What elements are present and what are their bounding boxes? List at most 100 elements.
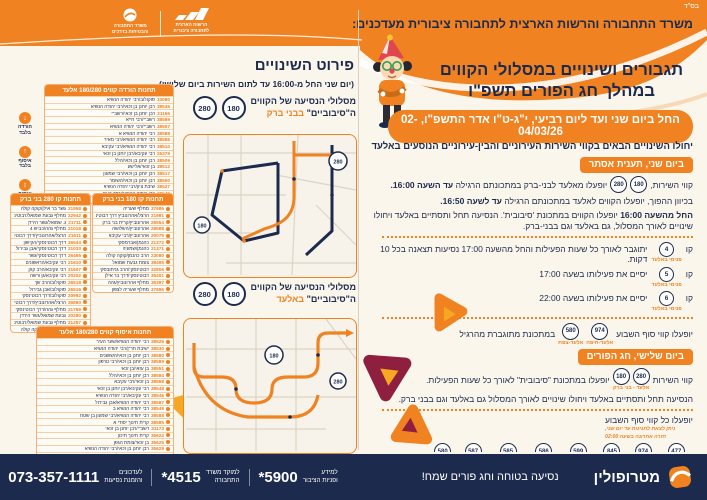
pickup-dropoff-icon (19, 179, 31, 191)
line-number-badge: 180 (221, 96, 246, 120)
table-row: 37696 מחלף שעריה לצפון (93, 285, 173, 292)
stop-type-icon (166, 220, 170, 225)
page-divider (358, 10, 359, 450)
stop-name: רבי יהודה הנשיא/רבי שמעון בן שטח (79, 412, 149, 418)
stop-code: 38525 (150, 339, 164, 345)
tuesday-paragraph-2: הנסיעה תחל ותסתיים באלעד ויחולו שינויים … (398, 394, 693, 405)
monday-paragraph-1b: בכיוון ההפוך, יופעלו הקווים לאלעד במתכונ… (440, 196, 693, 206)
table-row: 38527 שיבת ציון/רבי יהודה הנשיא (45, 182, 173, 190)
line-number-badge: 280 (192, 282, 217, 306)
tuesday-weekend-lines: יופעלו כל קווי סוף השבוע ניתן לצאת לחגיג… (366, 415, 693, 452)
stop-type-icon (166, 426, 170, 431)
stop-code: 38589 (156, 117, 170, 123)
footer-brand-area: מטרופולין נסיעה בטוחה וחג פורים שמח! (346, 454, 707, 500)
table-row: 21958 גשר בר אילן/קוקה קולה (11, 205, 90, 212)
stop-name: אהרונוביץ/השלושה (112, 226, 149, 232)
stop-type-icon (83, 240, 87, 245)
table-row: 21611 הרצל/אהרונוביץ/דרך ז'בוטינסקי (11, 231, 90, 239)
stop-name: בן עזאי/בן זכאי (120, 366, 149, 372)
stop-code: 21610 (67, 259, 81, 265)
stop-name: גשר בר אילן/קוקה קולה (20, 206, 66, 212)
stop-type-icon (166, 366, 170, 371)
page-title: תגבורים ושינויים במסלולי הקווים במהלך חג… (439, 61, 684, 100)
stop-code: 26516 (67, 286, 81, 292)
line-area-tag: פנימי באלעד (651, 257, 682, 264)
table-row: 23080 הרב כהנמן/קוקה קולה (93, 251, 173, 259)
rashut-logo: הרשות הארצית לתחבורה ציבורית (173, 8, 210, 33)
table-row: 31173 רשב"י/רבן יוחנן בן זכאי (37, 424, 173, 432)
table-row: 26516 סוקולוב/אבן גבירול (11, 285, 90, 292)
stop-name: דרך ז'בוטינסקי/אבן גבירול (15, 246, 66, 252)
weekend-badges: 477 אלעד-ירושלים 974 אלעד-חיפה 845 אלעד-… (430, 443, 693, 452)
stop-type-icon (166, 373, 170, 378)
stop-code: 35629 (150, 446, 164, 452)
stop-name: מחלף גבעת שמואל/ז'בוטינסקי (14, 320, 66, 326)
stop-code: 26554 (150, 219, 164, 225)
table-row: 37686 מחלף שעריה (93, 205, 173, 212)
stop-type-legend: הורדה בלבד איסוף בלבד איסוף והורדה (10, 112, 40, 204)
stop-code: 38527 (156, 184, 170, 190)
stop-code: 38510 (156, 144, 170, 150)
stop-type-icon (166, 226, 170, 231)
stop-name: בן זכאי/רבי עקיבא (114, 379, 149, 385)
return-note: ניתן לצאת לחגיגות עד יום שני, (604, 426, 676, 433)
table-row: 38580 רבן יוחנן בן זכאי/השושנים (37, 351, 173, 358)
bnei-brak-map-label: מסלולי הנסיעה של הקווים ה"סיבוביים" בבני… (182, 96, 356, 120)
stop-name: סוקולוב/דרך ז'בוטינסקי (21, 293, 66, 299)
stop-name: מחלף אהרונוביץ/גהה (107, 279, 149, 285)
clown-mascot (373, 34, 412, 128)
stop-code: 38586 (156, 137, 170, 143)
svg-text:280: 280 (333, 380, 342, 386)
stop-name: בן זכאי/אלישע (127, 164, 155, 170)
table-row: 38509 רבן יוחנן בן זכאי/הלל (45, 156, 173, 163)
stop-code: 38517 (156, 170, 170, 176)
line-number-badge: 580 (434, 443, 452, 452)
table-row: 21018 מחלף גהה/כביש 4 (11, 225, 90, 232)
stop-code: 38588 (156, 130, 170, 136)
return-note: חזרה אחרונה בשעה 02:00 (604, 433, 666, 440)
stop-type-icon (166, 233, 170, 238)
stop-name: הרצל/אהרונוביץ/דרך ז'בוטינסקי (14, 233, 67, 239)
stop-type-icon (83, 300, 87, 305)
stop-code: 21607 (67, 266, 81, 272)
table-row: 21981 הרצל/אהרונוביץ דרך ז'בוטינסקי (93, 211, 173, 219)
table-title: תחנות הורדה קווים 180/280 אלעד (45, 85, 173, 96)
footer-contacts: למידע ופניות הציבור *5900 למוקד משרד התח… (8, 468, 338, 486)
stop-code: 37686 (150, 206, 164, 212)
dotted-separator (382, 316, 693, 319)
table-row: 26518 סוקולוב/הרב שך (11, 278, 90, 286)
stop-name: רבי עקיבא/גן ורשה (29, 273, 66, 279)
table-row: 38568 בן זכאי/רבי עקיבא (37, 378, 173, 385)
stop-name: רבי יהודה הנשיא א (118, 130, 155, 136)
stop-code: 38509 (156, 157, 170, 163)
stop-type-icon (166, 400, 170, 405)
stop-code: 38587 (150, 399, 164, 405)
svg-text:180: 180 (269, 354, 278, 360)
stop-type-icon (83, 246, 87, 251)
stop-name: בן זכאי/צומת הגפן (113, 439, 149, 445)
stop-name: רבי עקיבא/רבן יוחנן בן זכאי (102, 150, 155, 156)
stop-name: רשב"י/רבי יהודה הנשיא (110, 124, 155, 130)
brand-name: מטרופולין (593, 468, 660, 486)
stop-type-icon (166, 246, 170, 251)
stop-code: 38549 (150, 406, 164, 412)
stop-code: 21018 (67, 226, 81, 232)
stop-code: 38545 (156, 104, 170, 110)
line-number-badge: 6 (659, 291, 675, 307)
phone-number-link[interactable]: *5900 (258, 468, 298, 486)
legend-dropoff-only: הורדה בלבד (12, 112, 38, 137)
table-row: 26465 דרך ז'בוטינסקי/גשר (11, 251, 90, 259)
stop-name: דרך ז'בוטינסקי/גשר (28, 253, 66, 259)
stop-name: מחלף שעריה (123, 206, 149, 212)
stop-type-icon (166, 433, 170, 438)
line-number-badge: 586 (535, 443, 553, 452)
phone-number-link[interactable]: 073-357-1111 (8, 468, 100, 486)
phone-number-link[interactable]: *4515 (161, 468, 201, 486)
table-body: 38525 רבי יהודה הנשיא/שער העיר 38530 ישי… (37, 338, 173, 465)
stop-name: מחלף גהה/כביש 4 (29, 226, 66, 232)
stop-name: רבן יוחנן בן זכאי/השושנים (99, 352, 149, 358)
svg-text:180: 180 (197, 224, 206, 230)
stop-code: 26518 (67, 279, 81, 285)
table-row: 38548 רבי עקיבא/רבן יוחנן בן זכאי (37, 384, 173, 392)
stop-type-icon (166, 206, 170, 211)
